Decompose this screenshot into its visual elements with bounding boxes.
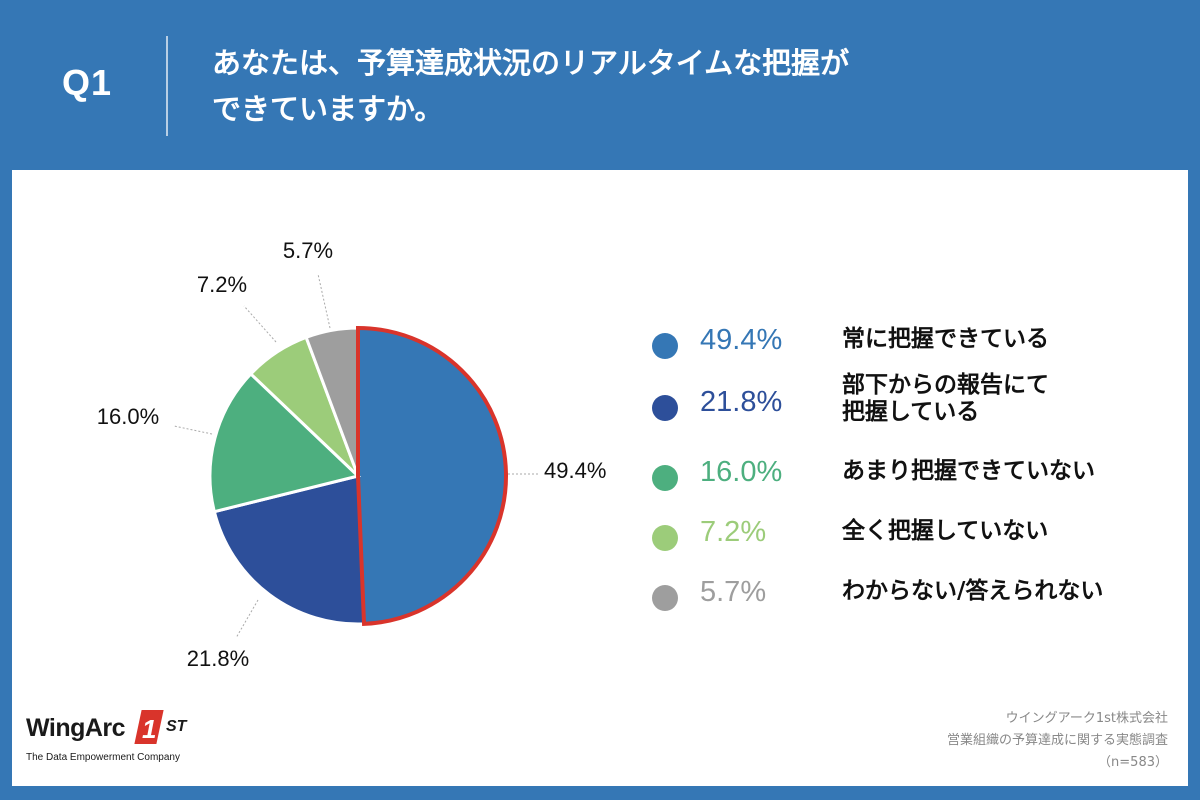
brand-tagline: The Data Empowerment Company [26, 752, 180, 763]
pie-slice-1 [356, 326, 508, 626]
pie-chart: 49.4% 21.8% 16.0% 7.2% 5.7% [97, 238, 607, 671]
pie-slice-3 [208, 371, 362, 514]
legend-percent-4: 7.2% [700, 516, 767, 548]
question-text: あなたは、予算達成状況のリアルタイムな把握が できていますか。 [212, 40, 1112, 132]
legend-item-1: 49.4% 常に把握できている [652, 320, 1172, 380]
legend-percent-5: 5.7% [700, 576, 767, 608]
legend-label-2: 部下からの報告にて 把握している [842, 372, 1049, 426]
legend-percent-2: 21.8% [700, 386, 783, 418]
legend-percent-3: 16.0% [700, 456, 783, 488]
legend-label-4: 全く把握していない [842, 518, 1048, 545]
pie-slice-2 [212, 474, 366, 626]
source-company: ウイングアーク1st株式会社 [1005, 711, 1168, 726]
header-divider [166, 36, 168, 136]
legend-label-line: あまり把握できていない [842, 458, 1095, 484]
pie-data-label-3: 16.0% [97, 404, 159, 429]
legend-label-line: 全く把握していない [842, 518, 1049, 544]
legend-item-2: 21.8% 部下からの報告にて 把握している [652, 372, 1172, 442]
pie-leader-line-5 [317, 273, 331, 329]
legend-dot-5 [652, 585, 678, 611]
pie-slice-highlight-outline [356, 325, 508, 626]
chart-panel: 49.4% 21.8% 16.0% 7.2% 5.7% 49.4% 常に把握できている 21… [12, 170, 1188, 786]
pie-data-label-2: 21.8% [187, 646, 249, 671]
brand-mark-text: 1 [142, 714, 157, 744]
legend-dot-4 [652, 525, 678, 551]
pie-leader-line-4 [243, 305, 277, 343]
brand-suffix: ST [166, 718, 187, 735]
question-number: Q1 [62, 62, 113, 103]
legend-item-5: 5.7% わからない/答えられない [652, 572, 1172, 632]
question-line-2: できていますか。 [212, 92, 444, 126]
source-sample: （n=583） [1098, 755, 1168, 770]
legend-percent-1: 49.4% [700, 324, 783, 356]
legend-dot-1 [652, 333, 678, 359]
pie-leader-line-3 [173, 425, 213, 435]
pie-leader-line-2 [235, 599, 259, 639]
legend-label-line: 常に把握できている [842, 326, 1049, 352]
header: Q1 あなたは、予算達成状況のリアルタイムな把握が できていますか。 [0, 0, 1200, 170]
legend-dot-2 [652, 395, 678, 421]
legend-label-line: わからない/答えられない [842, 578, 1104, 604]
legend-label-3: あまり把握できていない [842, 458, 1095, 485]
source-survey: 営業組織の予算達成に関する実態調査 [946, 733, 1168, 748]
legend-dot-3 [652, 465, 678, 491]
question-line-1: あなたは、予算達成状況のリアルタイムな把握が [212, 46, 850, 80]
source-note: ウイングアーク1st株式会社 営業組織の予算達成に関する実態調査 （n=583） [947, 708, 1168, 774]
legend-item-3: 16.0% あまり把握できていない [652, 452, 1172, 512]
legend-label-5: わからない/答えられない [842, 578, 1103, 605]
pie-data-label-1: 49.4% [544, 458, 606, 483]
legend-label-line: 部下からの報告にて [842, 372, 1049, 398]
brand-logo: WingArc 1 ST The Data Empowerment Compan… [26, 710, 226, 780]
legend-label-line: 把握している [842, 399, 980, 425]
brand-name: WingArc [26, 714, 126, 742]
pie-data-label-5: 5.7% [283, 238, 333, 263]
pie-data-label-4: 7.2% [197, 272, 247, 297]
legend-label-1: 常に把握できている [842, 326, 1049, 353]
legend-item-4: 7.2% 全く把握していない [652, 512, 1172, 572]
